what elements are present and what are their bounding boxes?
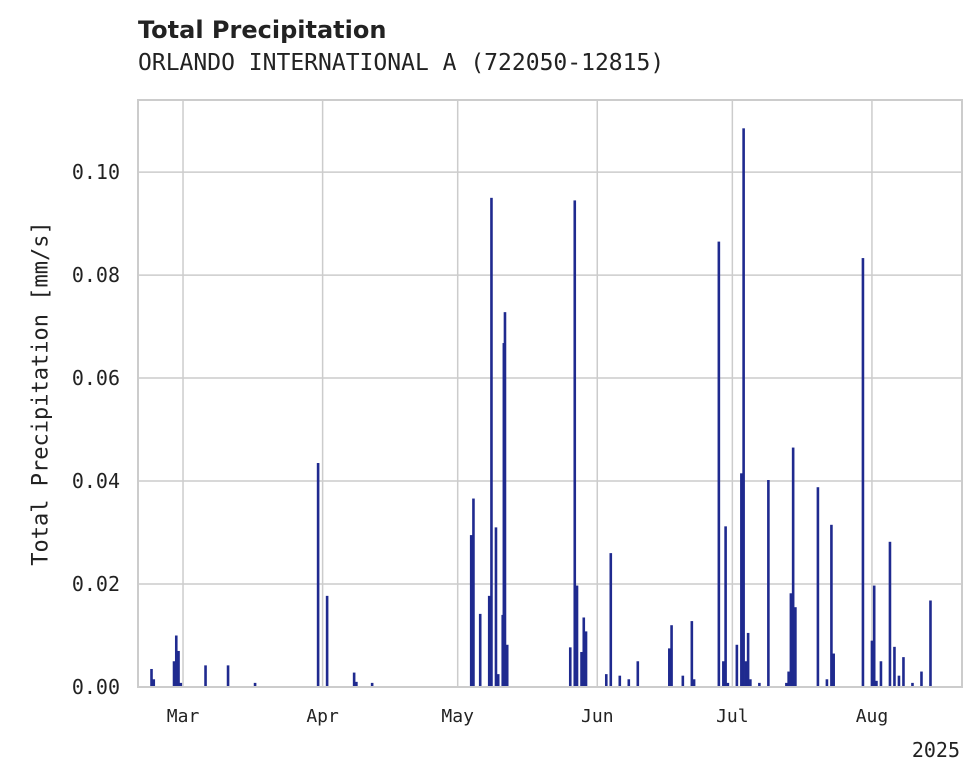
precipitation-bar (785, 682, 788, 687)
precipitation-bar (370, 682, 374, 687)
precipitation-bar (352, 672, 356, 687)
precipitation-bar (174, 635, 178, 687)
precipitation-bar (609, 553, 613, 687)
precipitation-bar (735, 644, 739, 687)
y-tick-label: 0.08 (72, 263, 120, 287)
y-tick-label: 0.10 (72, 160, 120, 184)
precipitation-bar (722, 661, 725, 687)
precipitation-bar (325, 595, 329, 687)
x-tick-label: Jun (581, 706, 614, 727)
precipitation-bar (816, 487, 820, 687)
x-axis-year-label: 2025 (912, 738, 960, 762)
precipitation-bar (791, 447, 795, 687)
y-tick-label: 0.02 (72, 572, 120, 596)
x-tick-label: May (441, 706, 474, 727)
precipitation-bar (830, 524, 833, 687)
precipitation-bar (744, 661, 748, 687)
precipitation-bar (888, 541, 892, 687)
precipitation-bar (902, 657, 905, 687)
precipitation-bar (911, 682, 914, 687)
precipitation-bar (879, 661, 883, 687)
precipitation-bar (496, 674, 500, 687)
precipitation-bar (580, 651, 583, 687)
precipitation-bar (717, 241, 721, 687)
precipitation-bar (742, 128, 745, 687)
precipitation-bar (897, 675, 901, 687)
precipitation-bar (177, 650, 180, 687)
precipitation-bar (478, 613, 482, 687)
precipitation-bar (618, 675, 622, 687)
precipitation-bar (226, 665, 230, 687)
x-tick-label: Apr (306, 706, 339, 727)
precipitation-bar (636, 661, 640, 687)
precipitation-bar (692, 679, 696, 687)
precipitation-bar (627, 679, 631, 687)
precipitation-bar (355, 681, 358, 687)
precipitation-bar (573, 200, 577, 687)
precipitation-bar (767, 480, 770, 687)
chart-title: Total Precipitation (138, 16, 387, 44)
precipitation-bar (469, 535, 473, 687)
precipitation-bar (690, 621, 694, 687)
precipitation-bar (789, 593, 793, 687)
precipitation-bar (150, 668, 153, 687)
precipitation-bar (872, 585, 876, 687)
y-tick-label: 0.04 (72, 469, 120, 493)
precipitation-bar (487, 595, 491, 687)
chart-subtitle: ORLANDO INTERNATIONAL A (722050-12815) (138, 50, 665, 76)
precipitation-bar (253, 682, 257, 687)
precipitation-bar (584, 631, 588, 687)
grid-lines (138, 100, 962, 687)
precipitation-bar (870, 640, 874, 687)
precipitation-bar (152, 679, 156, 687)
precipitation-bar (568, 647, 572, 687)
x-tick-label: Mar (167, 706, 200, 727)
precipitation-bar (670, 625, 673, 687)
y-tick-label: 0.00 (72, 675, 120, 699)
x-tick-label: Aug (856, 706, 889, 727)
precipitation-bar (179, 682, 183, 687)
precipitation-bar (893, 646, 896, 687)
precipitation-bar (503, 312, 507, 687)
y-axis-label: Total Precipitation [mm/s] (29, 221, 54, 565)
plot-frame (137, 99, 963, 688)
precipitation-bar (494, 527, 498, 687)
precipitation-bar (316, 463, 320, 687)
precipitation-bar (920, 671, 923, 687)
precipitation-bar (604, 674, 608, 687)
precipitation-bar (582, 617, 586, 687)
precipitation-bar (490, 197, 493, 688)
x-tick-label: Jul (716, 706, 749, 727)
precipitation-bar (726, 682, 730, 687)
precipitation-bar (749, 679, 752, 687)
precipitation-bar (575, 585, 579, 687)
precipitation-bar (172, 661, 176, 687)
precipitation-bar (724, 526, 727, 687)
precipitation-bar (740, 473, 743, 687)
precipitation-bar (825, 679, 829, 687)
precipitation-bar (758, 682, 761, 687)
precipitation-bar (668, 648, 671, 687)
precipitation-bar (787, 671, 790, 687)
precipitation-bars (150, 128, 932, 688)
precipitation-bar (832, 653, 835, 687)
precipitation-bar (794, 607, 797, 687)
axis-ticks: 0.00 0.02 0.04 0.06 0.08 0.10 Mar Apr May Jun Jul A… (72, 160, 888, 727)
precipitation-bar (861, 258, 865, 687)
precipitation-bar (875, 680, 878, 687)
precipitation-bar (681, 675, 685, 687)
precipitation-bar (505, 644, 509, 687)
precipitation-bar (929, 600, 932, 687)
precipitation-bar (204, 665, 207, 687)
y-tick-label: 0.06 (72, 366, 120, 390)
precipitation-bar (472, 498, 475, 687)
precipitation-bar (746, 632, 750, 687)
